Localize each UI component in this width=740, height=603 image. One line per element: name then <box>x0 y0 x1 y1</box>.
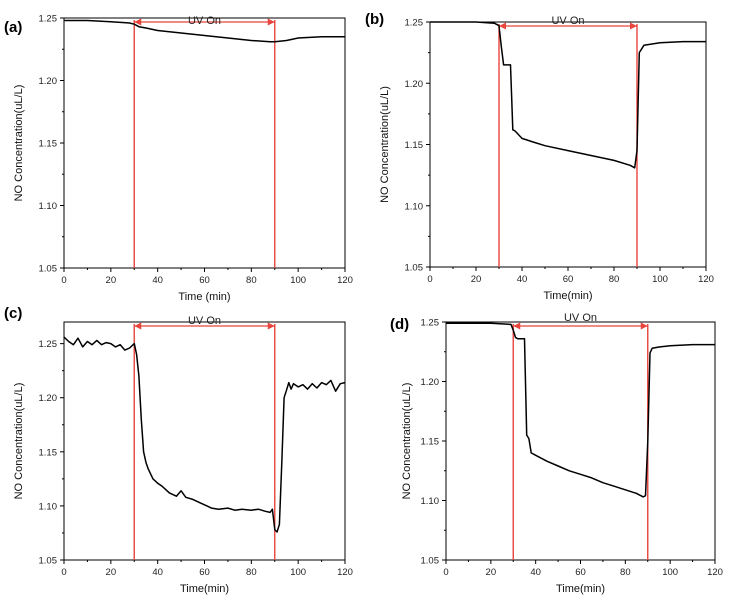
x-tick-label: 120 <box>337 275 353 286</box>
y-tick-label: 1.20 <box>405 79 424 90</box>
y-tick-label: 1.15 <box>421 437 440 448</box>
x-axis-title: Time(min) <box>543 290 592 302</box>
x-tick-label: 100 <box>290 567 306 578</box>
y-axis-title: NO Concentration(uL/L) <box>13 85 25 202</box>
plot-frame <box>429 21 707 268</box>
plot-frame <box>63 17 346 269</box>
panel-label: (c) <box>4 305 22 322</box>
y-tick-label: 1.20 <box>421 377 440 388</box>
chart-panel-4: 0 20 40 60 80 100 120 1.05 1.10 1.15 1.20 1.25 Time(… <box>390 312 723 595</box>
y-tick-label: 1.25 <box>39 14 58 25</box>
x-tick-label: 80 <box>246 275 257 286</box>
x-tick-label: 40 <box>152 275 163 286</box>
data-series-line <box>64 19 345 43</box>
uv-arrow-head-left <box>499 22 506 30</box>
x-tick-label: 60 <box>199 567 210 578</box>
y-tick-label: 1.05 <box>39 556 58 567</box>
y-tick-label: 1.05 <box>405 263 424 274</box>
data-series-line <box>430 21 706 169</box>
x-tick-label: 100 <box>662 567 678 578</box>
y-tick-label: 1.05 <box>421 556 440 567</box>
y-tick-label: 1.10 <box>39 201 58 212</box>
x-tick-label: 60 <box>563 274 574 285</box>
x-tick-label: 0 <box>61 275 66 286</box>
x-tick-label: 20 <box>486 567 497 578</box>
y-tick-label: 1.15 <box>39 447 58 458</box>
x-tick-label: 0 <box>427 274 432 285</box>
uv-arrow-head-left <box>134 322 142 330</box>
y-axis-title: NO Concentration(uL/L) <box>401 383 413 500</box>
x-axis-title: Time(min) <box>556 583 605 595</box>
uv-arrow-head-left <box>513 322 521 330</box>
x-tick-label: 120 <box>337 567 353 578</box>
x-tick-label: 20 <box>106 275 117 286</box>
y-tick-label: 1.10 <box>405 201 424 212</box>
uv-on-label: UV On <box>188 15 221 27</box>
uv-on-label: UV On <box>564 312 597 324</box>
plot-frame <box>445 321 716 561</box>
uv-on-label: UV On <box>551 15 584 27</box>
uv-arrow-head-left <box>134 18 142 26</box>
panel-label: (b) <box>365 11 384 28</box>
plot-frame <box>63 321 346 561</box>
x-tick-label: 0 <box>443 567 448 578</box>
uv-arrow-head-right <box>267 18 275 26</box>
x-tick-label: 20 <box>471 274 482 285</box>
uv-arrow-head-right <box>630 22 637 30</box>
x-tick-label: 80 <box>609 274 620 285</box>
y-axis-title: NO Concentration(uL/L) <box>13 383 25 500</box>
x-tick-label: 40 <box>152 567 163 578</box>
x-tick-label: 20 <box>106 567 117 578</box>
x-tick-label: 0 <box>61 567 66 578</box>
y-tick-label: 1.10 <box>421 496 440 507</box>
x-tick-label: 80 <box>620 567 631 578</box>
x-tick-label: 40 <box>517 274 528 285</box>
y-tick-label: 1.15 <box>405 140 424 151</box>
panel-label: (a) <box>4 19 22 36</box>
data-series-line <box>446 322 715 498</box>
x-tick-label: 120 <box>707 567 723 578</box>
chart-panel-1: 0 20 40 60 80 100 120 1.05 1.10 1.15 1.20 1.25 Time … <box>4 14 353 304</box>
x-tick-label: 80 <box>246 567 257 578</box>
x-tick-label: 40 <box>530 567 541 578</box>
y-tick-label: 1.15 <box>39 139 58 150</box>
x-axis-title: Time (min) <box>178 291 230 303</box>
data-series-line <box>63 336 346 533</box>
chart-panel-2: 0 20 40 60 80 100 120 1.05 1.10 1.15 1.20 1.25 Time(… <box>365 11 714 302</box>
panel-label: (d) <box>390 316 409 333</box>
x-axis-title: Time(min) <box>180 583 229 595</box>
x-tick-label: 60 <box>575 567 586 578</box>
y-tick-label: 1.25 <box>421 318 440 329</box>
y-tick-label: 1.20 <box>39 393 58 404</box>
x-tick-label: 120 <box>698 274 714 285</box>
x-tick-label: 100 <box>652 274 668 285</box>
uv-arrow-head-right <box>640 322 648 330</box>
uv-on-label: UV On <box>188 315 221 327</box>
y-tick-label: 1.25 <box>39 339 58 350</box>
y-tick-label: 1.10 <box>39 501 58 512</box>
x-tick-label: 100 <box>290 275 306 286</box>
chart-panel-3: 0 20 40 60 80 100 120 1.05 1.10 1.15 1.20 1.25 Time(… <box>4 305 353 595</box>
y-tick-label: 1.05 <box>39 264 58 275</box>
y-axis-title: NO Concentration(uL/L) <box>379 86 391 203</box>
x-tick-label: 60 <box>199 275 210 286</box>
y-tick-label: 1.25 <box>405 18 424 29</box>
y-tick-label: 1.20 <box>39 76 58 87</box>
uv-arrow-head-right <box>267 322 275 330</box>
